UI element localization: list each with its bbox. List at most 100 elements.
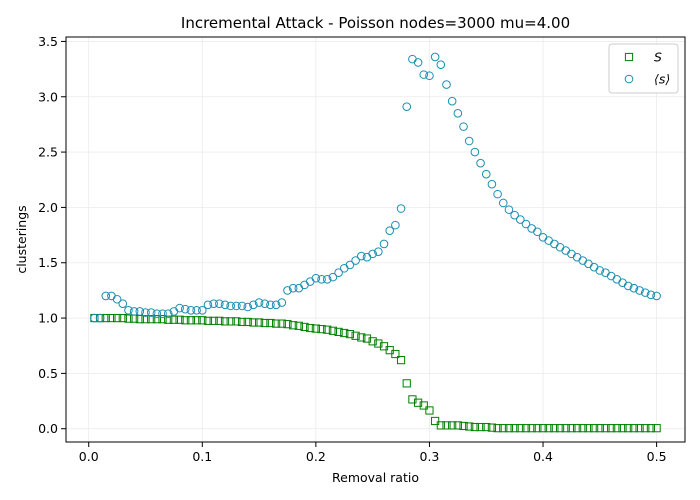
data-point-circle: [516, 215, 525, 224]
data-point-circle: [197, 306, 207, 315]
data-point-circle: [396, 204, 406, 213]
data-point-circle: [283, 286, 292, 295]
data-point-circle: [391, 220, 400, 230]
data-point-square: [431, 416, 440, 426]
data-point-square: [243, 317, 252, 327]
data-point-circle: [192, 306, 201, 315]
x-tick-label: 0.1: [192, 449, 212, 464]
data-point-circle: [271, 300, 281, 310]
data-point-square: [652, 424, 661, 433]
data-point-square: [237, 317, 247, 327]
data-point-circle: [419, 70, 429, 79]
data-point-circle: [623, 281, 633, 291]
data-point-circle: [351, 256, 360, 265]
data-point-circle: [294, 283, 304, 293]
data-point-circle: [158, 309, 167, 318]
data-point-circle: [464, 136, 474, 146]
data-point-circle: [288, 283, 298, 293]
y-tick-label: 3.5: [38, 34, 58, 49]
data-point-circle: [95, 313, 105, 323]
data-point-circle: [408, 54, 417, 64]
data-point-square: [573, 424, 582, 433]
data-point-circle: [652, 291, 661, 301]
data-point-circle: [249, 300, 258, 310]
data-point-circle: [447, 96, 457, 106]
x-tick-label: 0.0: [79, 449, 99, 464]
data-point-circle: [368, 249, 377, 259]
data-point-circle: [112, 294, 122, 304]
data-point-square: [374, 339, 383, 348]
data-point-square: [629, 424, 638, 433]
data-point-circle: [606, 271, 616, 281]
data-point-circle: [589, 262, 599, 272]
data-point-circle: [163, 309, 173, 318]
data-point-square: [203, 316, 213, 325]
data-point-square: [476, 422, 485, 432]
data-point-square: [482, 422, 491, 432]
data-point-circle: [578, 256, 588, 265]
data-point-square: [345, 330, 355, 339]
data-point-square: [209, 316, 218, 325]
data-point-square: [465, 422, 474, 431]
data-point-square: [425, 406, 434, 415]
data-point-square: [635, 424, 644, 433]
data-point-square: [220, 317, 230, 326]
data-point-square: [646, 424, 656, 433]
data-point-circle: [430, 52, 440, 62]
data-point-square: [391, 349, 400, 359]
data-point-circle: [584, 259, 593, 269]
data-point-square: [521, 424, 531, 433]
data-point-circle: [550, 239, 559, 249]
data-point-square: [561, 424, 570, 433]
data-point-square: [169, 315, 178, 324]
data-point-square: [533, 424, 542, 433]
data-point-square: [618, 424, 627, 433]
y-tick-label: 0.0: [38, 421, 58, 436]
data-point-circle: [476, 158, 485, 168]
y-tick-label: 0.5: [38, 366, 58, 381]
data-point-square: [448, 421, 457, 430]
y-tick-label: 3.0: [38, 89, 58, 104]
data-point-circle: [561, 246, 571, 255]
data-point-circle: [129, 307, 139, 316]
data-point-square: [317, 325, 326, 334]
data-point-square: [328, 326, 338, 335]
data-point-square: [186, 316, 196, 325]
data-point-square: [453, 421, 462, 430]
data-point-circle: [533, 227, 542, 237]
data-point-square: [595, 424, 604, 433]
data-point-circle: [379, 239, 389, 249]
data-point-square: [311, 324, 320, 333]
data-point-square: [362, 334, 372, 343]
data-point-square: [493, 424, 502, 433]
legend-marker-square: [624, 52, 634, 62]
data-point-circle: [459, 122, 468, 131]
series-1: [90, 313, 661, 433]
data-point-circle: [487, 179, 497, 189]
data-point-square: [323, 325, 332, 334]
data-point-circle: [504, 205, 514, 214]
data-point-circle: [146, 308, 156, 317]
data-point-circle: [572, 252, 582, 262]
data-point-circle: [180, 304, 190, 314]
data-point-square: [249, 318, 258, 327]
data-point-circle: [203, 300, 213, 310]
data-point-square: [340, 328, 349, 338]
data-point-square: [283, 320, 292, 329]
data-point-square: [334, 327, 343, 336]
data-point-circle: [362, 252, 372, 262]
data-point-circle: [544, 236, 554, 245]
data-point-circle: [305, 277, 315, 286]
data-point-square: [101, 313, 110, 323]
data-point-square: [624, 424, 633, 433]
data-point-square: [555, 424, 565, 433]
data-point-circle: [470, 147, 480, 157]
y-tick-label: 1.0: [38, 311, 58, 326]
data-point-square: [113, 313, 122, 323]
data-point-circle: [317, 275, 326, 284]
data-point-circle: [209, 299, 218, 308]
data-point-circle: [328, 272, 338, 282]
data-point-circle: [413, 58, 423, 67]
data-point-square: [158, 315, 167, 324]
